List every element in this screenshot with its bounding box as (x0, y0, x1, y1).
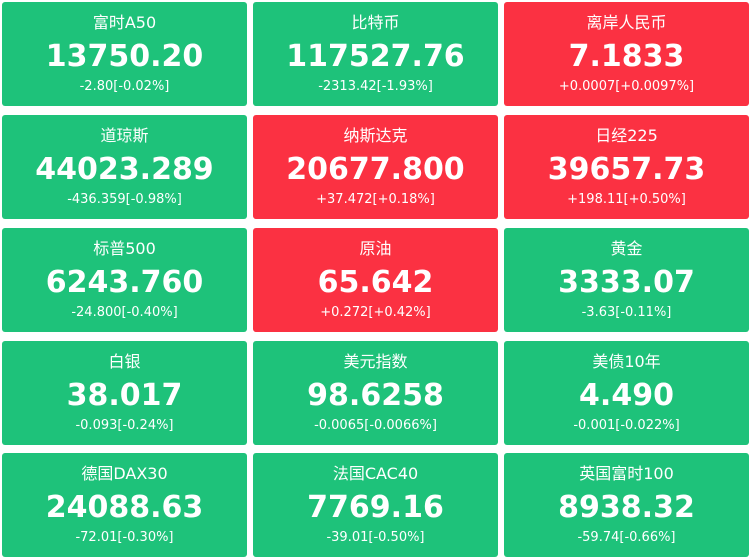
quote-name: 富时A50 (92, 13, 157, 32)
quote-price: 20677.800 (286, 152, 465, 187)
quote-name: 法国CAC40 (332, 464, 419, 483)
quote-name: 美元指数 (343, 352, 408, 371)
quote-tile[interactable]: 离岸人民币 7.1833 +0.0007[+0.0097%] (504, 2, 749, 106)
quote-name: 美债10年 (592, 352, 661, 371)
quote-name: 标普500 (93, 239, 156, 258)
quote-tile[interactable]: 道琼斯 44023.289 -436.359[-0.98%] (2, 115, 247, 219)
quote-change: -2313.42[-1.93%] (318, 79, 433, 94)
quote-change: +0.272[+0.42%] (320, 305, 431, 320)
quote-change: -0.001[-0.022%] (573, 418, 680, 433)
quote-change: -72.01[-0.30%] (75, 530, 174, 545)
quote-name: 原油 (359, 239, 392, 258)
quote-name: 德国DAX30 (81, 464, 168, 483)
quote-price: 38.017 (66, 378, 183, 413)
quote-change: -24.800[-0.40%] (71, 305, 178, 320)
quote-change: +198.11[+0.50%] (567, 192, 686, 207)
quote-tile[interactable]: 黄金 3333.07 -3.63[-0.11%] (504, 228, 749, 332)
quote-name: 道琼斯 (100, 126, 149, 145)
quote-price: 7769.16 (307, 490, 444, 525)
quote-price: 98.6258 (307, 378, 444, 413)
quote-tile[interactable]: 标普500 6243.760 -24.800[-0.40%] (2, 228, 247, 332)
quote-tile[interactable]: 富时A50 13750.20 -2.80[-0.02%] (2, 2, 247, 106)
quote-tile[interactable]: 原油 65.642 +0.272[+0.42%] (253, 228, 498, 332)
quote-name: 比特币 (351, 13, 400, 32)
quote-price: 6243.760 (45, 265, 204, 300)
quote-change: -0.0065[-0.0066%] (314, 418, 437, 433)
quote-change: +37.472[+0.18%] (316, 192, 435, 207)
quote-price: 44023.289 (35, 152, 214, 187)
quote-tile[interactable]: 法国CAC40 7769.16 -39.01[-0.50%] (253, 453, 498, 557)
quote-name: 白银 (108, 352, 141, 371)
quote-price: 117527.76 (286, 39, 465, 74)
quote-name: 日经225 (595, 126, 658, 145)
quote-change: -0.093[-0.24%] (75, 418, 174, 433)
quote-price: 24088.63 (45, 490, 204, 525)
quote-price: 7.1833 (568, 39, 685, 74)
quote-tile[interactable]: 日经225 39657.73 +198.11[+0.50%] (504, 115, 749, 219)
quote-name: 离岸人民币 (586, 13, 667, 32)
quote-tile[interactable]: 白银 38.017 -0.093[-0.24%] (2, 341, 247, 445)
quote-tile[interactable]: 美元指数 98.6258 -0.0065[-0.0066%] (253, 341, 498, 445)
quote-price: 3333.07 (558, 265, 695, 300)
quote-change: -59.74[-0.66%] (577, 530, 676, 545)
quote-change: -3.63[-0.11%] (581, 305, 672, 320)
quote-change: -2.80[-0.02%] (79, 79, 170, 94)
quote-change: -436.359[-0.98%] (67, 192, 182, 207)
quote-price: 65.642 (317, 265, 434, 300)
quote-price: 4.490 (579, 378, 674, 413)
quote-price: 8938.32 (558, 490, 695, 525)
quote-name: 英国富时100 (579, 464, 674, 483)
quote-change: -39.01[-0.50%] (326, 530, 425, 545)
quote-change: +0.0007[+0.0097%] (558, 79, 695, 94)
quote-tile[interactable]: 德国DAX30 24088.63 -72.01[-0.30%] (2, 453, 247, 557)
quote-price: 13750.20 (45, 39, 204, 74)
quote-price: 39657.73 (547, 152, 706, 187)
quote-tile[interactable]: 美债10年 4.490 -0.001[-0.022%] (504, 341, 749, 445)
quote-tile[interactable]: 比特币 117527.76 -2313.42[-1.93%] (253, 2, 498, 106)
quote-name: 黄金 (610, 239, 643, 258)
quote-name: 纳斯达克 (343, 126, 408, 145)
quote-tile[interactable]: 纳斯达克 20677.800 +37.472[+0.18%] (253, 115, 498, 219)
quote-tile[interactable]: 英国富时100 8938.32 -59.74[-0.66%] (504, 453, 749, 557)
